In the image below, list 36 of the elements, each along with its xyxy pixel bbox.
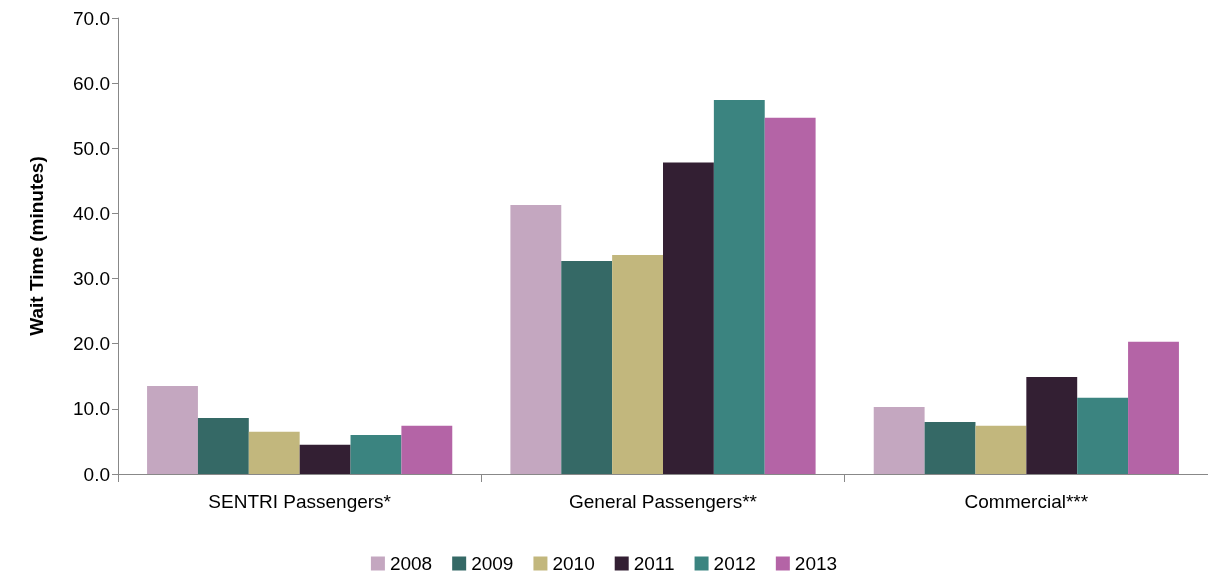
bar (1128, 341, 1179, 474)
y-tick-label: 0.0 (83, 463, 110, 485)
bar (1026, 376, 1078, 474)
bar (350, 434, 402, 474)
x-tick-label: Commercial*** (964, 491, 1089, 512)
legend-label: 2008 (389, 553, 433, 574)
bar (975, 425, 1027, 474)
bar (248, 431, 300, 474)
legend-label: 2010 (552, 553, 595, 574)
bar (401, 425, 453, 474)
bar (764, 117, 816, 474)
y-tick-label: 50.0 (73, 137, 110, 159)
y-tick-label: 60.0 (73, 72, 110, 94)
legend-label: 2013 (794, 553, 838, 574)
x-tick-label: General Passengers** (569, 491, 758, 512)
bar (873, 406, 925, 474)
bar (924, 421, 976, 474)
legend-label: 2012 (713, 553, 756, 574)
y-tick-label: 30.0 (73, 268, 110, 290)
y-tick-label: 10.0 (73, 398, 110, 420)
bar (561, 260, 613, 474)
bar (612, 255, 663, 474)
bar (299, 444, 351, 474)
legend-label: 2011 (633, 553, 675, 574)
bar (663, 162, 714, 474)
bar (510, 204, 562, 474)
y-tick-label: 20.0 (73, 333, 110, 355)
legend-label: 2009 (471, 553, 514, 574)
y-axis-title: Wait Time (minutes) (26, 156, 47, 336)
bar (713, 100, 765, 474)
y-tick-label: 70.0 (73, 7, 110, 29)
bar (147, 386, 198, 474)
bar (197, 417, 249, 474)
y-tick-label: 40.0 (73, 202, 110, 224)
x-tick-label: SENTRI Passengers* (208, 491, 392, 512)
bar (1077, 397, 1129, 474)
